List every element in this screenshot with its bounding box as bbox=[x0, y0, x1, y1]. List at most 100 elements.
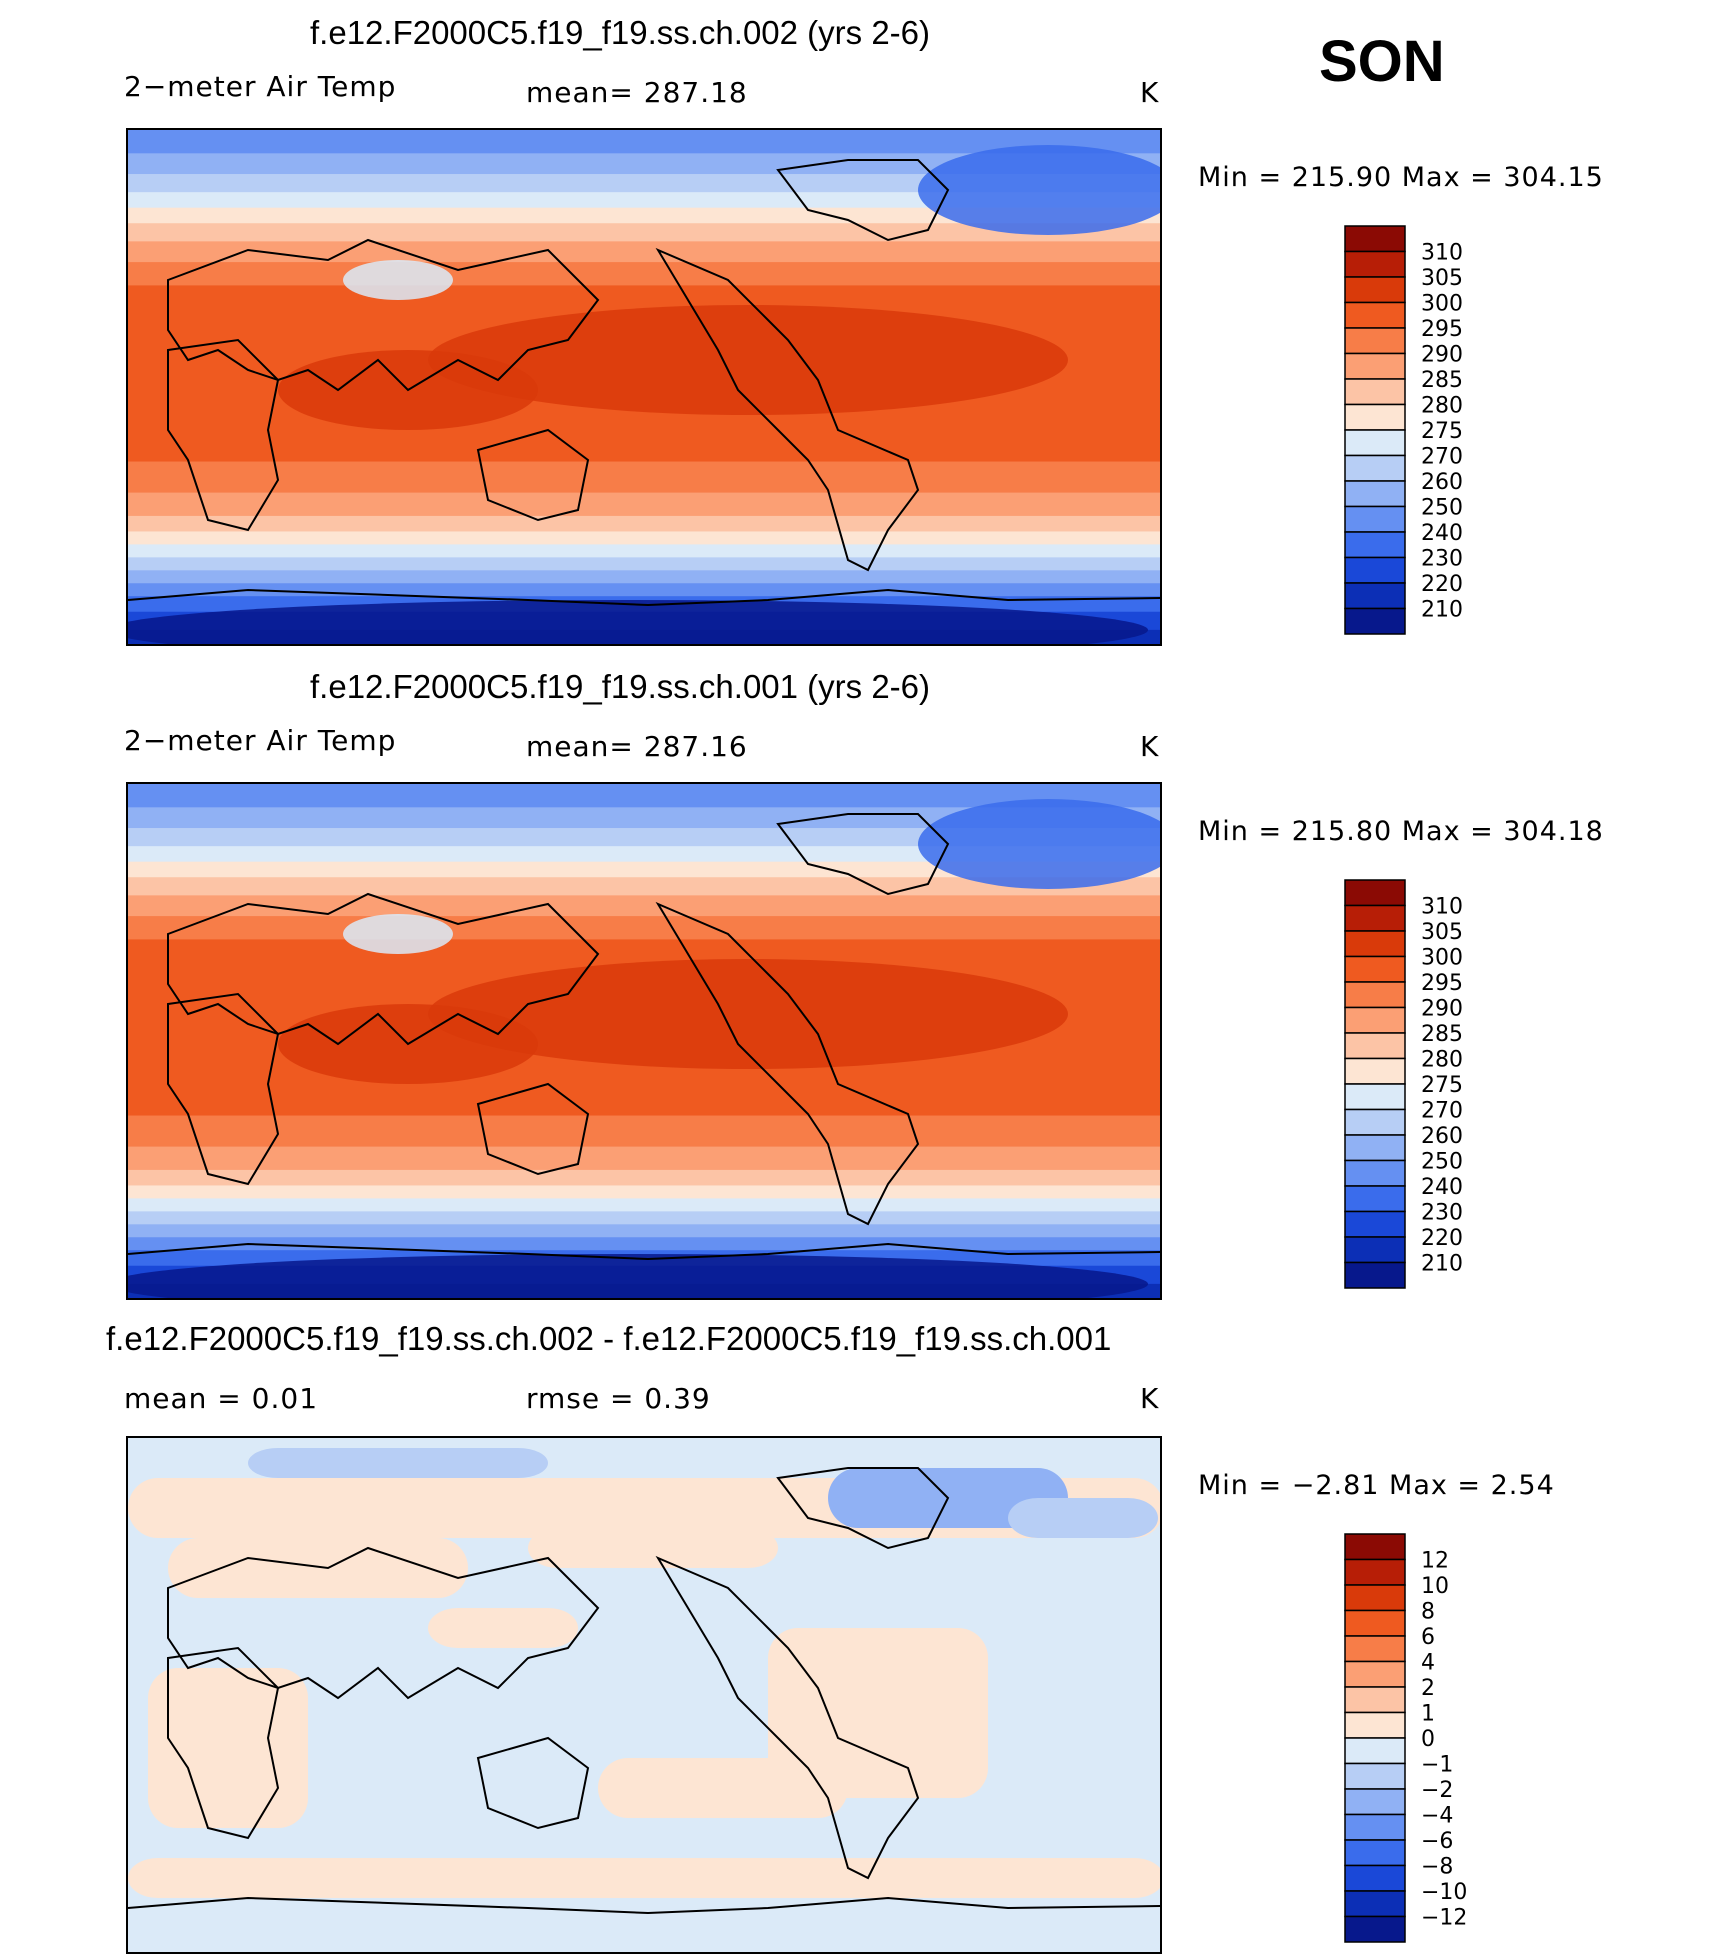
colorbar-tick-label: 300 bbox=[1421, 946, 1463, 971]
field-band bbox=[128, 1211, 1160, 1226]
colorbar-tick-label: 240 bbox=[1421, 1175, 1463, 1200]
field-band bbox=[128, 1115, 1160, 1148]
colorbar-tick-label: 260 bbox=[1421, 1124, 1463, 1149]
field-band bbox=[128, 895, 1160, 918]
colorbar-swatch bbox=[1344, 301, 1406, 329]
colorbar-tick-label: 220 bbox=[1421, 572, 1463, 597]
colorbar-swatch bbox=[1344, 505, 1406, 533]
field-feature bbox=[168, 1538, 468, 1598]
panel-2-mean-label: mean= 287.16 bbox=[526, 730, 748, 763]
colorbar-tick-label: −10 bbox=[1421, 1880, 1467, 1905]
colorbar-tick-label: 280 bbox=[1421, 1048, 1463, 1073]
colorbar-swatch bbox=[1344, 1108, 1406, 1136]
coastline bbox=[476, 1736, 590, 1830]
panel-1-mean-label: mean= 287.18 bbox=[526, 76, 748, 109]
field-band bbox=[128, 1224, 1160, 1239]
colorbar-swatch bbox=[1344, 1737, 1406, 1765]
colorbar-swatch bbox=[1344, 1533, 1406, 1561]
colorbar-tick-label: 270 bbox=[1421, 445, 1463, 470]
coastline bbox=[776, 159, 950, 242]
colorbar-swatch bbox=[1344, 607, 1406, 635]
panel-3-map bbox=[126, 1436, 1162, 1954]
colorbar-swatch bbox=[1344, 480, 1406, 508]
coastline bbox=[167, 238, 600, 392]
field-feature bbox=[918, 145, 1160, 235]
coastline bbox=[476, 1082, 590, 1176]
colorbar-swatch bbox=[1344, 879, 1406, 907]
panel-1-map bbox=[126, 128, 1162, 646]
coastline bbox=[167, 892, 600, 1046]
colorbar-swatch bbox=[1344, 1159, 1406, 1187]
field-band bbox=[128, 262, 1160, 287]
colorbar-swatch bbox=[1344, 1057, 1406, 1085]
coastline bbox=[167, 338, 280, 532]
colorbar-tick-label: 275 bbox=[1421, 1073, 1463, 1098]
panel-3-rmse-label: rmse = 0.39 bbox=[526, 1382, 711, 1415]
map-field bbox=[128, 1438, 1160, 1952]
map-field bbox=[128, 130, 1160, 644]
colorbar-swatch bbox=[1344, 1006, 1406, 1034]
panel-2-map bbox=[126, 782, 1162, 1300]
colorbar-swatch bbox=[1344, 531, 1406, 559]
colorbar-tick-label: 280 bbox=[1421, 394, 1463, 419]
field-band bbox=[128, 544, 1160, 559]
colorbar-tick-label: 240 bbox=[1421, 521, 1463, 546]
field-band bbox=[128, 174, 1160, 194]
colorbar-tick-label: 4 bbox=[1421, 1651, 1435, 1676]
field-band bbox=[128, 1237, 1160, 1252]
coastline bbox=[776, 1467, 950, 1550]
field-feature bbox=[128, 1858, 1160, 1898]
colorbar-swatch bbox=[1344, 904, 1406, 932]
colorbar-swatch bbox=[1344, 1210, 1406, 1238]
field-feature bbox=[768, 1628, 988, 1798]
coastline bbox=[655, 1555, 920, 1880]
colorbar-swatch bbox=[1344, 1686, 1406, 1714]
colorbar-swatch bbox=[1344, 1185, 1406, 1213]
colorbar-tick-label: 270 bbox=[1421, 1099, 1463, 1124]
field-band bbox=[128, 192, 1160, 209]
colorbar-swatch bbox=[1344, 352, 1406, 380]
field-band bbox=[128, 531, 1160, 546]
colorbar-swatch bbox=[1344, 930, 1406, 958]
colorbar-tick-label: 0 bbox=[1421, 1727, 1435, 1752]
colorbar-swatch bbox=[1344, 250, 1406, 278]
panel-3-mean-label: mean = 0.01 bbox=[124, 1382, 319, 1415]
colorbar-tick-label: 295 bbox=[1421, 971, 1463, 996]
coastline bbox=[167, 1546, 600, 1700]
field-band bbox=[128, 492, 1160, 517]
coastline bbox=[476, 428, 590, 522]
colorbar-swatch bbox=[1344, 1032, 1406, 1060]
field-band bbox=[128, 916, 1160, 941]
field-feature bbox=[343, 914, 453, 954]
colorbar-swatch bbox=[1344, 1711, 1406, 1739]
colorbar-swatch bbox=[1344, 1813, 1406, 1841]
colorbar-tick-label: 300 bbox=[1421, 292, 1463, 317]
field-feature bbox=[428, 1608, 578, 1648]
coastline bbox=[128, 1896, 1160, 1915]
colorbar-tick-label: −1 bbox=[1421, 1753, 1453, 1778]
colorbar-tick-label: 6 bbox=[1421, 1625, 1435, 1650]
colorbar-swatch bbox=[1344, 1660, 1406, 1688]
field-feature bbox=[343, 260, 453, 300]
map-field bbox=[128, 784, 1160, 1298]
field-band bbox=[128, 1146, 1160, 1171]
colorbar-tick-label: 2 bbox=[1421, 1676, 1435, 1701]
colorbar-swatch bbox=[1344, 1839, 1406, 1867]
colorbar-swatch bbox=[1344, 1584, 1406, 1612]
field-feature bbox=[248, 1448, 548, 1478]
panel-1-minmax-label: Min = 215.90 Max = 304.15 bbox=[1198, 162, 1604, 193]
field-band bbox=[128, 241, 1160, 264]
panel-3-units-label: K bbox=[1140, 1382, 1160, 1415]
colorbar-tick-label: −12 bbox=[1421, 1906, 1467, 1931]
colorbar-tick-label: 285 bbox=[1421, 1022, 1463, 1047]
colorbar-tick-label: 230 bbox=[1421, 547, 1463, 572]
season-label: SON bbox=[1319, 29, 1445, 94]
field-band bbox=[128, 1198, 1160, 1213]
colorbar-swatch bbox=[1344, 1134, 1406, 1162]
field-feature bbox=[918, 799, 1160, 889]
field-band bbox=[128, 461, 1160, 494]
field-feature bbox=[598, 1758, 848, 1818]
colorbar-tick-label: 290 bbox=[1421, 997, 1463, 1022]
field-band bbox=[128, 557, 1160, 572]
colorbar-tick-label: 310 bbox=[1421, 241, 1463, 266]
